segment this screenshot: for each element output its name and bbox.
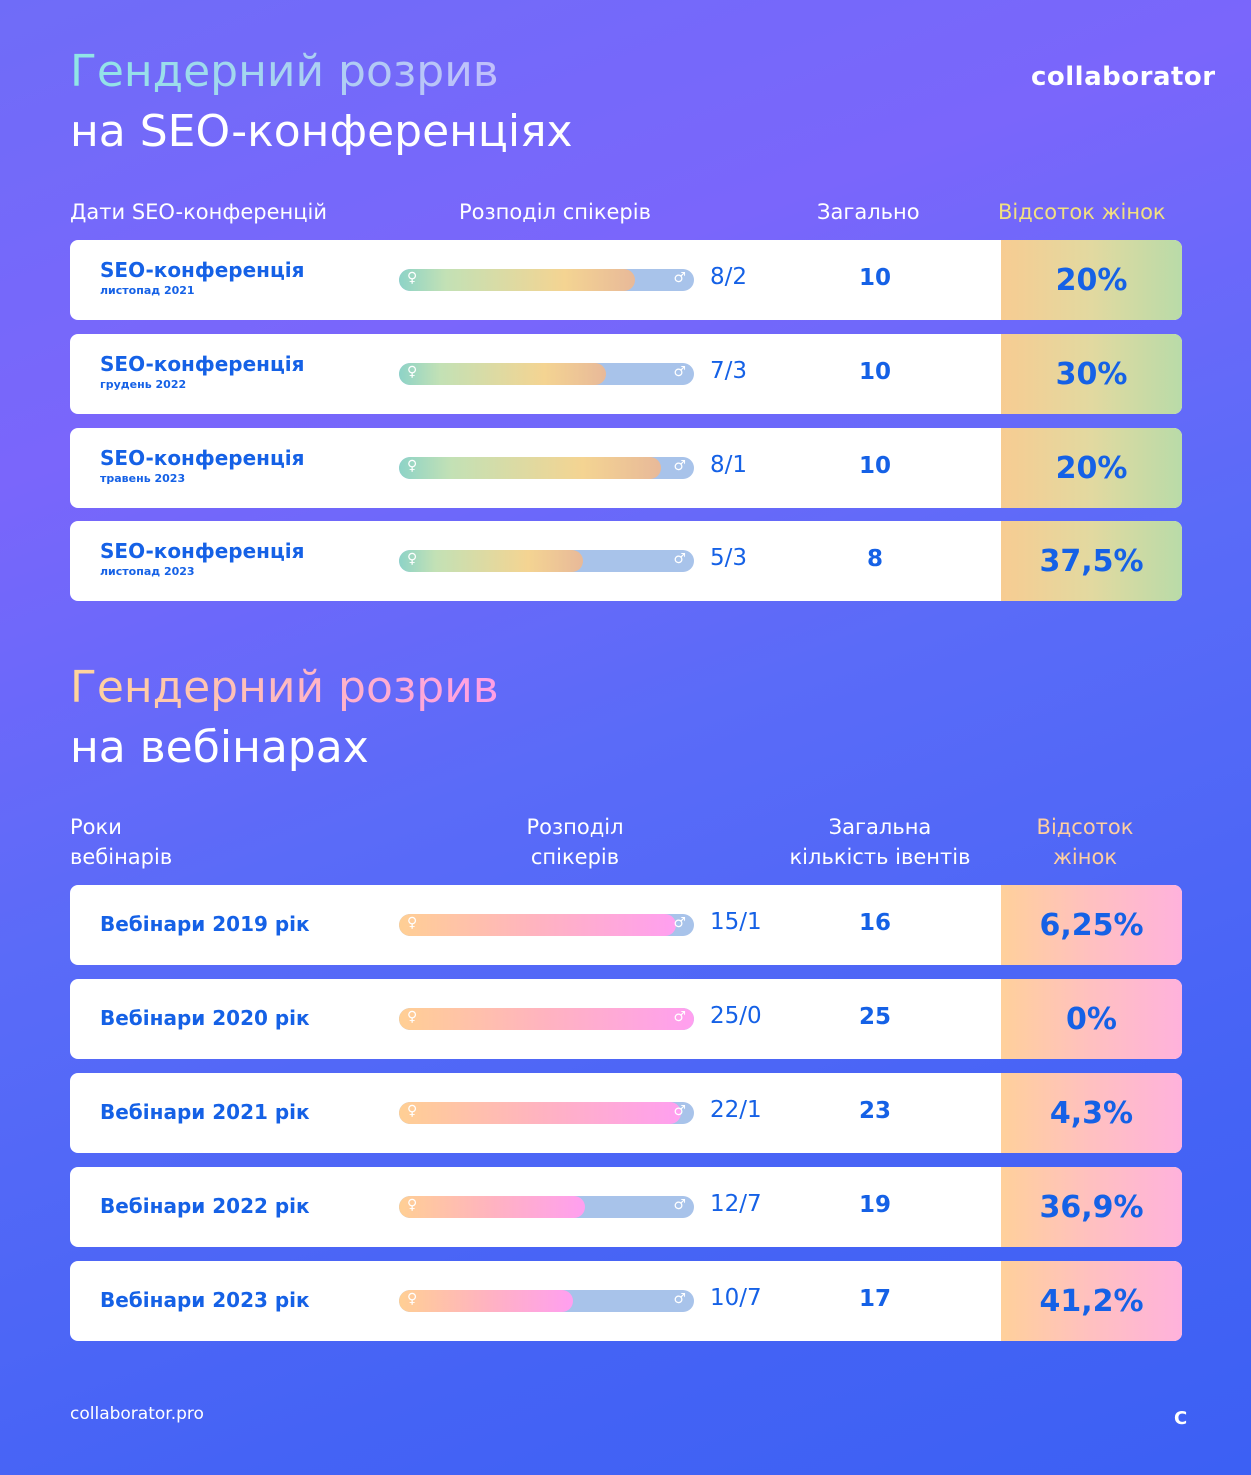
header-women-percent: Відсоток жінок [1036,815,1134,869]
women-percent: 4,3% [1001,1073,1182,1153]
row-name: Вебінари 2020 рік [100,1006,310,1030]
women-percent: 30% [1001,334,1182,414]
speaker-ratio: 22/1 [710,1097,762,1123]
male-icon: ♂ [673,270,686,286]
speaker-bar: ♀ ♂ [399,363,694,385]
speaker-bar: ♀ ♂ [399,457,694,479]
row-date: грудень 2022 [100,378,187,391]
table-row: Вебінари 2023 рік ♀ ♂ 10/7 17 41,2% [70,1261,1182,1341]
female-icon: ♀ [407,915,418,931]
total-count: 19 [858,1192,891,1218]
footer-site: collaborator.pro [70,1404,204,1424]
women-fill [399,1008,694,1030]
collaborator-logo: collaborator [1031,62,1216,92]
female-icon: ♀ [407,1009,418,1025]
table-row: SEO-конференція травень 2023 ♀ ♂ 8/1 10 20% [70,428,1182,508]
women-fill [399,914,676,936]
row-name: Вебінари 2021 рік [100,1100,310,1124]
male-icon: ♂ [673,1103,686,1119]
table-row: SEO-конференція грудень 2022 ♀ ♂ 7/3 10 30% [70,334,1182,414]
female-icon: ♀ [407,1103,418,1119]
table-row: SEO-конференція листопад 2021 ♀ ♂ 8/2 10 20% [70,240,1182,320]
women-percent: 0% [1001,979,1182,1059]
women-fill [399,1102,682,1124]
speaker-bar: ♀ ♂ [399,1196,694,1218]
total-count: 10 [858,453,891,479]
speaker-ratio: 10/7 [710,1285,762,1311]
female-icon: ♀ [407,270,418,286]
women-fill [399,1290,573,1312]
header-distribution: Розподіл спікерів [459,200,651,224]
speaker-ratio: 7/3 [710,358,748,384]
row-date: листопад 2021 [100,284,195,297]
row-date: листопад 2023 [100,565,195,578]
total-count: 10 [858,359,891,385]
table-row: Вебінари 2020 рік ♀ ♂ 25/0 25 0% [70,979,1182,1059]
total-count: 10 [858,265,891,291]
female-icon: ♀ [407,1291,418,1307]
row-name: SEO-конференція [100,352,305,376]
table-row: Вебінари 2022 рік ♀ ♂ 12/7 19 36,9% [70,1167,1182,1247]
women-fill [399,550,584,572]
female-icon: ♀ [407,364,418,380]
women-fill [399,363,606,385]
female-icon: ♀ [407,458,418,474]
speaker-bar: ♀ ♂ [399,269,694,291]
total-count: 8 [866,546,883,572]
row-name: SEO-конференція [100,258,305,282]
women-percent: 37,5% [1001,521,1182,601]
female-icon: ♀ [407,1197,418,1213]
women-percent: 20% [1001,428,1182,508]
row-name: SEO-конференція [100,539,305,563]
speaker-ratio: 15/1 [710,909,762,935]
header-total-events: Загальна кількість івентів [789,815,971,869]
male-icon: ♂ [673,1291,686,1307]
row-name: Вебінари 2022 рік [100,1194,310,1218]
total-count: 16 [858,910,891,936]
row-name: Вебінари 2019 рік [100,912,310,936]
women-fill [399,1196,586,1218]
table-row: Вебінари 2021 рік ♀ ♂ 22/1 23 4,3% [70,1073,1182,1153]
speaker-ratio: 5/3 [710,545,748,571]
speaker-bar: ♀ ♂ [399,914,694,936]
speaker-ratio: 8/1 [710,452,748,478]
male-icon: ♂ [673,364,686,380]
row-name: Вебінари 2023 рік [100,1288,310,1312]
women-percent: 36,9% [1001,1167,1182,1247]
total-count: 25 [858,1004,891,1030]
total-count: 23 [858,1098,891,1124]
header-women-percent: Відсоток жінок [998,200,1166,224]
women-fill [399,269,635,291]
collaborator-mark-icon: C [1174,1408,1188,1429]
speaker-bar: ♀ ♂ [399,550,694,572]
header-years: Роки вебінарів [70,815,173,869]
male-icon: ♂ [673,551,686,567]
women-percent: 6,25% [1001,885,1182,965]
row-name: SEO-конференція [100,446,305,470]
female-icon: ♀ [407,551,418,567]
speaker-bar: ♀ ♂ [399,1008,694,1030]
male-icon: ♂ [673,1009,686,1025]
total-count: 17 [858,1286,891,1312]
speaker-bar: ♀ ♂ [399,1102,694,1124]
table-row: SEO-конференція листопад 2023 ♀ ♂ 5/3 8 37,5% [70,521,1182,601]
section2-title: Гендерний розрив на вебінарах [70,658,499,778]
header-total: Загально [817,200,920,224]
header-distribution: Розподіл спікерів [526,815,624,869]
speaker-ratio: 12/7 [710,1191,762,1217]
speaker-ratio: 8/2 [710,264,748,290]
women-fill [399,457,662,479]
women-percent: 20% [1001,240,1182,320]
speaker-bar: ♀ ♂ [399,1290,694,1312]
women-percent: 41,2% [1001,1261,1182,1341]
section1-title: Гендерний розрив на SEO-конференціях [70,42,573,162]
row-date: травень 2023 [100,472,186,485]
table-row: Вебінари 2019 рік ♀ ♂ 15/1 16 6,25% [70,885,1182,965]
speaker-ratio: 25/0 [710,1003,762,1029]
male-icon: ♂ [673,915,686,931]
male-icon: ♂ [673,1197,686,1213]
header-dates: Дати SEO-конференцій [70,200,328,224]
male-icon: ♂ [673,458,686,474]
